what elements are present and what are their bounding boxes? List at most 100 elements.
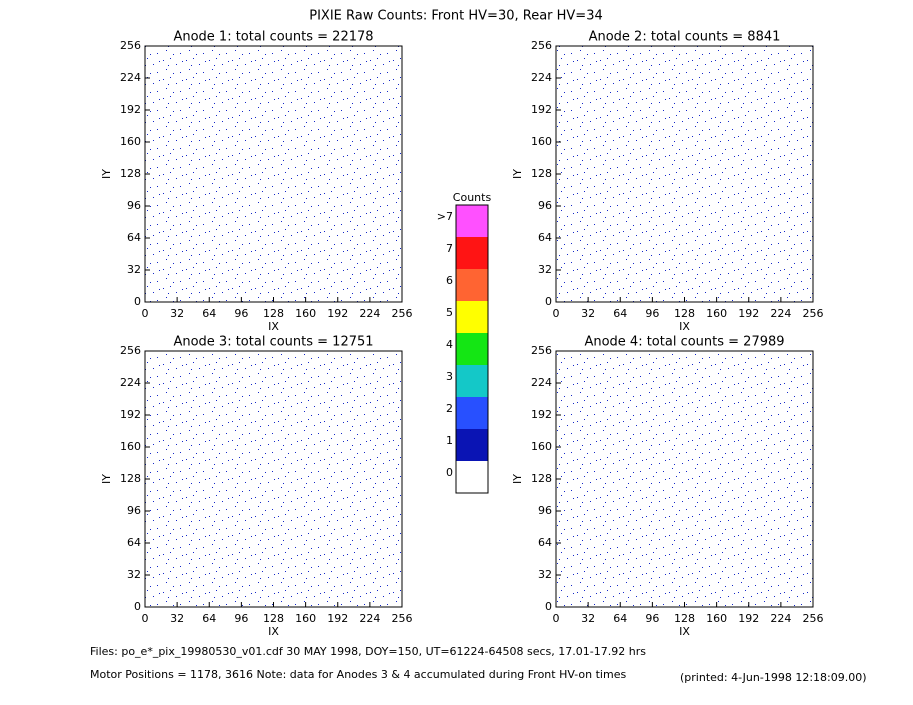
x-tick-label: 96 [234, 307, 248, 320]
y-tick-label: 192 [531, 103, 552, 116]
y-tick-label: 0 [134, 600, 141, 613]
y-tick-label: 160 [531, 135, 552, 148]
colorbar-label: 4 [446, 338, 453, 351]
y-tick-label: 64 [127, 231, 141, 244]
panel-title: Anode 3: total counts = 12751 [173, 335, 373, 350]
y-tick-label: 192 [120, 103, 141, 116]
x-tick-label: 32 [581, 307, 595, 320]
y-tick-label: 192 [120, 408, 141, 421]
x-tick-label: 32 [170, 307, 184, 320]
x-tick-label: 32 [170, 612, 184, 625]
colorbar-swatch [456, 397, 488, 429]
y-tick-label: 32 [538, 263, 552, 276]
page-title: PIXIE Raw Counts: Front HV=30, Rear HV=3… [309, 9, 603, 24]
x-tick-label: 160 [706, 307, 727, 320]
y-tick-label: 192 [531, 408, 552, 421]
x-axis-label: IX [268, 625, 279, 638]
colorbar-label: 2 [446, 402, 453, 415]
y-tick-label: 160 [531, 440, 552, 453]
x-tick-label: 256 [803, 307, 824, 320]
colorbar-label: 3 [446, 370, 453, 383]
colorbar-swatch [456, 333, 488, 365]
x-tick-label: 96 [645, 612, 659, 625]
x-tick-label: 192 [738, 307, 759, 320]
x-tick-label: 0 [142, 612, 149, 625]
x-tick-label: 192 [738, 612, 759, 625]
x-tick-label: 256 [392, 612, 413, 625]
x-tick-label: 96 [234, 612, 248, 625]
y-axis-label: IY [100, 169, 113, 179]
colorbar-swatch [456, 365, 488, 397]
colorbar-label: 1 [446, 434, 453, 447]
x-tick-label: 224 [359, 612, 380, 625]
x-tick-label: 0 [553, 612, 560, 625]
colorbar-title: Counts [453, 191, 492, 204]
y-tick-label: 128 [531, 167, 552, 180]
colorbar-swatch [456, 461, 488, 493]
y-tick-label: 256 [120, 39, 141, 52]
colorbar-label: >7 [437, 210, 453, 223]
x-tick-label: 160 [295, 612, 316, 625]
y-tick-label: 96 [127, 504, 141, 517]
colorbar-swatch [456, 237, 488, 269]
x-tick-label: 192 [327, 612, 348, 625]
y-tick-label: 160 [120, 135, 141, 148]
footer-files: Files: po_e*_pix_19980530_v01.cdf 30 MAY… [90, 645, 646, 658]
image-area [145, 46, 402, 302]
x-axis-label: IX [268, 320, 279, 333]
colorbar-label: 6 [446, 274, 453, 287]
x-tick-label: 64 [202, 307, 216, 320]
y-tick-label: 0 [545, 600, 552, 613]
footer-motor: Motor Positions = 1178, 3616 Note: data … [90, 668, 626, 681]
x-tick-label: 160 [706, 612, 727, 625]
panel-title: Anode 2: total counts = 8841 [589, 30, 781, 45]
y-tick-label: 256 [120, 344, 141, 357]
x-axis-label: IX [679, 625, 690, 638]
y-axis-label: IY [100, 474, 113, 484]
x-tick-label: 64 [202, 612, 216, 625]
x-axis-label: IX [679, 320, 690, 333]
colorbar-label: 5 [446, 306, 453, 319]
y-tick-label: 128 [531, 472, 552, 485]
colorbar-label: 0 [446, 466, 453, 479]
y-tick-label: 128 [120, 167, 141, 180]
panel-title: Anode 4: total counts = 27989 [584, 335, 784, 350]
colorbar-swatch [456, 269, 488, 301]
y-tick-label: 256 [531, 344, 552, 357]
x-tick-label: 64 [613, 612, 627, 625]
y-tick-label: 224 [531, 71, 552, 84]
y-tick-label: 160 [120, 440, 141, 453]
x-tick-label: 224 [770, 612, 791, 625]
y-axis-label: IY [511, 474, 524, 484]
y-tick-label: 0 [134, 295, 141, 308]
x-tick-label: 128 [674, 307, 695, 320]
y-tick-label: 224 [531, 376, 552, 389]
y-tick-label: 64 [538, 231, 552, 244]
y-tick-label: 32 [127, 263, 141, 276]
colorbar-swatch [456, 429, 488, 461]
x-tick-label: 0 [553, 307, 560, 320]
x-tick-label: 0 [142, 307, 149, 320]
colorbar-swatch [456, 301, 488, 333]
x-tick-label: 256 [392, 307, 413, 320]
y-tick-label: 0 [545, 295, 552, 308]
footer-printed: (printed: 4-Jun-1998 12:18:09.00) [680, 671, 867, 684]
image-area [556, 46, 813, 302]
panel-title: Anode 1: total counts = 22178 [173, 30, 373, 45]
image-area [145, 351, 402, 607]
x-tick-label: 224 [770, 307, 791, 320]
x-tick-label: 32 [581, 612, 595, 625]
colorbar-label: 7 [446, 242, 453, 255]
y-tick-label: 256 [531, 39, 552, 52]
y-tick-label: 32 [538, 568, 552, 581]
y-tick-label: 96 [127, 199, 141, 212]
y-axis-label: IY [511, 169, 524, 179]
y-tick-label: 224 [120, 71, 141, 84]
x-tick-label: 160 [295, 307, 316, 320]
x-tick-label: 224 [359, 307, 380, 320]
colorbar-swatch [456, 205, 488, 237]
x-tick-label: 128 [263, 307, 284, 320]
y-tick-label: 96 [538, 504, 552, 517]
x-tick-label: 96 [645, 307, 659, 320]
